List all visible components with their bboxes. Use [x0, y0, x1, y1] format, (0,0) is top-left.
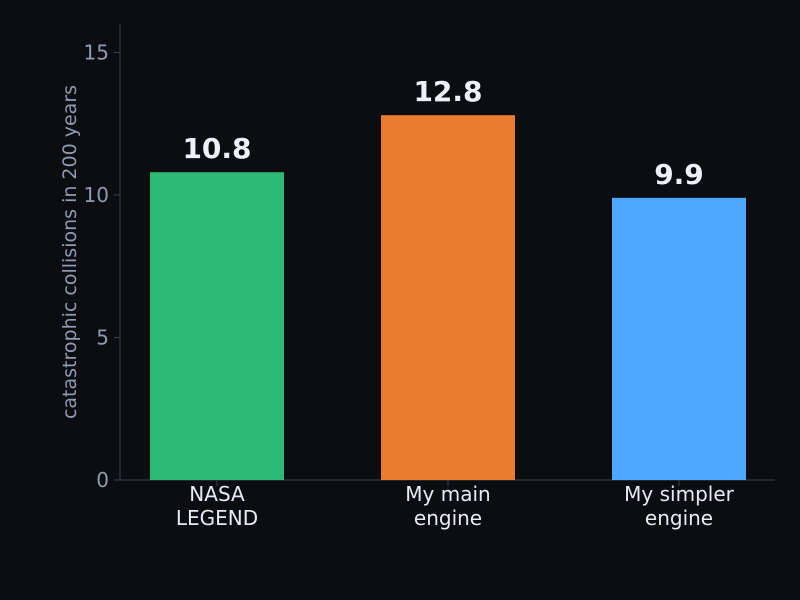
bar — [150, 172, 284, 480]
bar-value-label: 12.8 — [413, 75, 482, 108]
x-category-label: engine — [645, 506, 713, 530]
x-category-label: NASA — [189, 482, 245, 506]
y-tick-label: 15 — [84, 41, 109, 65]
x-category-label: engine — [414, 506, 482, 530]
y-tick-label: 10 — [84, 183, 109, 207]
bars — [150, 115, 746, 480]
y-tick-label: 0 — [96, 468, 109, 492]
x-category-label: My simpler — [624, 482, 734, 506]
x-category-label: LEGEND — [176, 506, 258, 530]
bar — [612, 197, 746, 480]
bar-value-label: 9.9 — [654, 158, 704, 191]
bar — [381, 115, 515, 480]
bar-value-label: 10.8 — [182, 132, 251, 165]
x-category-label: My main — [405, 482, 490, 506]
y-axis-title: catastrophic collisions in 200 years — [59, 85, 81, 419]
y-tick-label: 5 — [96, 326, 109, 350]
